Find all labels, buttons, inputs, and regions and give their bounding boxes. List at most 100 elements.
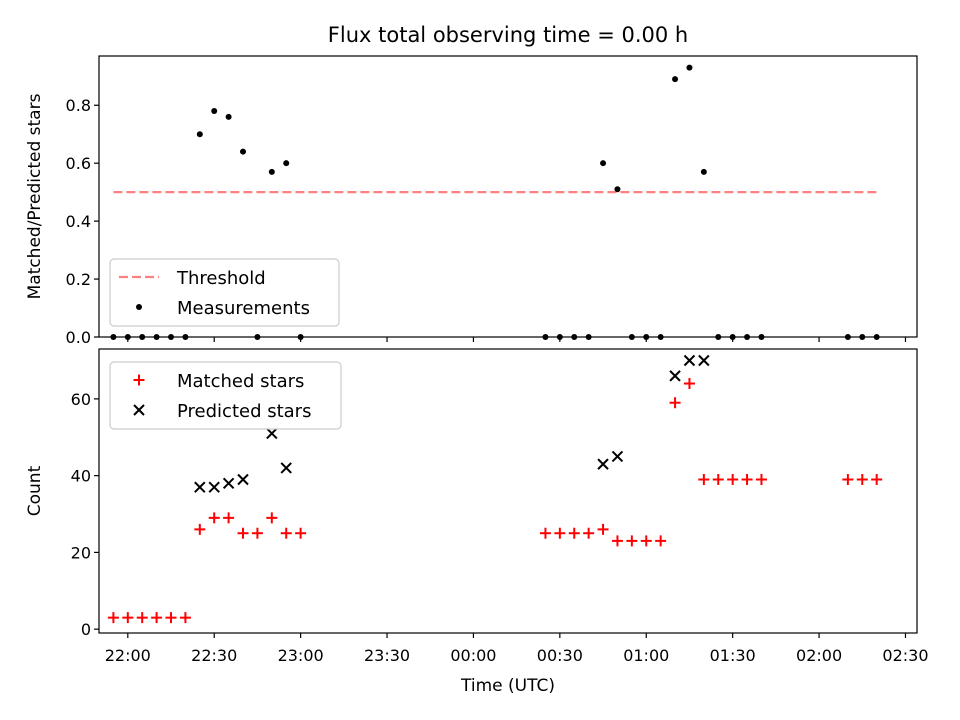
panel-1-ytick-label-4: 0.8 xyxy=(66,96,91,115)
xtick-label-0: 22:00 xyxy=(105,646,151,665)
panel-2-legend-matched-stars-label: Matched stars xyxy=(177,371,304,392)
panel-2-predicted-stars-point-0 xyxy=(194,481,206,493)
panel-2-matched-stars-point-28 xyxy=(741,473,753,485)
xtick-label-2: 23:00 xyxy=(278,646,324,665)
panel-2-predicted-stars-point-10-b xyxy=(698,354,710,367)
panel-1-measurements-point-8 xyxy=(225,113,232,120)
xtick-label-9: 02:30 xyxy=(882,646,928,665)
panel-2-ylabel: Count xyxy=(25,465,45,516)
chart-title: Flux total observing time = 0.00 h xyxy=(328,23,688,47)
panel-2-ytick-label-2: 40 xyxy=(71,467,91,486)
panel-1-ytick-label-1: 0.2 xyxy=(66,270,91,289)
panel-2-predicted-stars-point-7-b xyxy=(611,450,624,463)
panel-2-predicted-stars-point-2 xyxy=(222,477,235,490)
panel-2-matched-stars-point-24 xyxy=(683,378,695,390)
panel-2-ytick-label-0: 0 xyxy=(81,620,91,639)
panel-2-matched-stars-point-6 xyxy=(194,523,206,535)
xtick-label-5: 00:30 xyxy=(537,646,583,665)
panel-2-predicted-stars-point-3 xyxy=(237,473,249,486)
panel-1-measurements-point-6 xyxy=(196,131,203,138)
panel-2-matched-stars-point-15 xyxy=(554,527,566,539)
panel-2-predicted-stars-point-5-b xyxy=(280,462,292,474)
panel-2-matched-stars-point-29 xyxy=(755,473,767,485)
panel-2-matched-stars-point-27 xyxy=(727,473,739,485)
panel-2-legend-predicted-stars-marker-b xyxy=(133,404,145,416)
panel-2-predicted-stars-point-2-b xyxy=(222,477,235,490)
panel-2-matched-stars-point-4 xyxy=(165,612,177,624)
panel-2-matched-stars-point-9 xyxy=(237,527,249,539)
panel-2-matched-stars-point-3 xyxy=(151,612,163,624)
x-axis-label: Time (UTC) xyxy=(460,676,555,696)
panel-2-predicted-stars-point-1 xyxy=(208,481,220,493)
panel-1-measurements-point-9 xyxy=(240,148,247,155)
panel-2-matched-stars-point-13 xyxy=(295,527,307,539)
panel-2-matched-stars-point-0 xyxy=(107,612,119,624)
panel-2-predicted-stars-point-1-b xyxy=(208,481,220,493)
panel-2-ytick-label-1: 20 xyxy=(71,543,91,562)
panel-1-ytick-label-2: 0.4 xyxy=(66,212,91,231)
panel-2-legend-box xyxy=(109,361,342,430)
panel-2-predicted-stars-point-3-b xyxy=(237,473,249,486)
panel-2-matched-stars-point-1 xyxy=(122,612,134,624)
panel-2-matched-stars-point-11 xyxy=(266,512,278,524)
panel-2-legend-predicted-stars-label: Predicted stars xyxy=(177,401,311,422)
panel-2-frame xyxy=(98,348,918,634)
panel-2-predicted-stars-point-4-b xyxy=(266,427,278,440)
panel-2-matched-stars-point-16 xyxy=(568,527,580,539)
panel-2-predicted-stars-point-4 xyxy=(266,427,278,440)
panel-2-predicted-stars-point-0-b xyxy=(194,481,206,493)
panel-2-predicted-stars-point-6 xyxy=(597,458,609,470)
panel-2-predicted-stars-point-8-b xyxy=(669,370,681,382)
panel-2-matched-stars-point-31 xyxy=(856,473,868,485)
panel-2-predicted-stars-point-6-b xyxy=(597,458,609,470)
panel-2-matched-stars-point-18 xyxy=(597,523,609,535)
panel-2-ytick-label-3: 60 xyxy=(71,390,91,409)
panel-2-matched-stars-point-8 xyxy=(223,512,235,524)
panel-1-legend-measurements-marker xyxy=(136,304,142,310)
panel-2-matched-stars-point-25 xyxy=(698,473,710,485)
panel-1-ytick-label-0: 0.0 xyxy=(66,328,91,347)
panel-2-matched-stars-point-23 xyxy=(669,397,681,409)
xtick-label-3: 23:30 xyxy=(364,646,410,665)
panel-1-measurements-point-23 xyxy=(672,76,679,83)
panel-1-measurements-point-24 xyxy=(686,64,693,71)
panel-2-matched-stars-point-30 xyxy=(842,473,854,485)
panel-1-legend-measurements-label: Measurements xyxy=(177,298,310,319)
panel-1-measurements-point-12 xyxy=(283,160,290,167)
panel-1-measurements-point-11 xyxy=(268,168,275,175)
xtick-label-8: 02:00 xyxy=(796,646,842,665)
panel-2-predicted-stars-point-5 xyxy=(280,462,292,474)
panel-2-matched-stars-point-2 xyxy=(136,612,148,624)
panel-2-predicted-stars-point-8 xyxy=(669,370,681,382)
panel-2-matched-stars-point-7 xyxy=(208,512,220,524)
panel-1-legend-threshold-label: Threshold xyxy=(176,268,266,289)
panel-1-measurements-point-25 xyxy=(700,168,707,175)
panel-2-matched-stars-point-17 xyxy=(583,527,595,539)
panel-1-frame xyxy=(98,55,918,338)
panel-2-predicted-stars-point-10 xyxy=(698,354,710,367)
panel-2-matched-stars-point-22 xyxy=(655,535,667,547)
panel-1-legend-box xyxy=(109,258,340,327)
xtick-label-7: 01:30 xyxy=(710,646,756,665)
panel-1-measurements-point-7 xyxy=(211,108,218,115)
panel-2-matched-stars-point-14 xyxy=(539,527,551,539)
panel-2-matched-stars-point-10 xyxy=(251,527,263,539)
panel-2-matched-stars-point-12 xyxy=(280,527,292,539)
xtick-label-4: 00:00 xyxy=(450,646,496,665)
xtick-label-6: 01:00 xyxy=(623,646,669,665)
panel-2-matched-stars-point-26 xyxy=(712,473,724,485)
panel-1-measurements-point-18 xyxy=(600,160,607,167)
panel-1-ylabel: Matched/Predicted stars xyxy=(25,93,45,299)
panel-2-matched-stars-point-21 xyxy=(640,535,652,547)
panel-2-predicted-stars-point-9 xyxy=(683,354,696,367)
panel-2-matched-stars-point-32 xyxy=(871,473,883,485)
panel-2-matched-stars-point-5 xyxy=(179,612,191,624)
panel-2-predicted-stars-point-7 xyxy=(611,450,624,463)
panel-2-predicted-stars-point-9-b xyxy=(683,354,696,367)
panel-1-ytick-label-3: 0.6 xyxy=(66,154,91,173)
panel-1-measurements-point-19 xyxy=(614,186,621,193)
panel-2-matched-stars-point-19 xyxy=(611,535,623,547)
xtick-label-1: 22:30 xyxy=(191,646,237,665)
panel-2-matched-stars-point-20 xyxy=(626,535,638,547)
